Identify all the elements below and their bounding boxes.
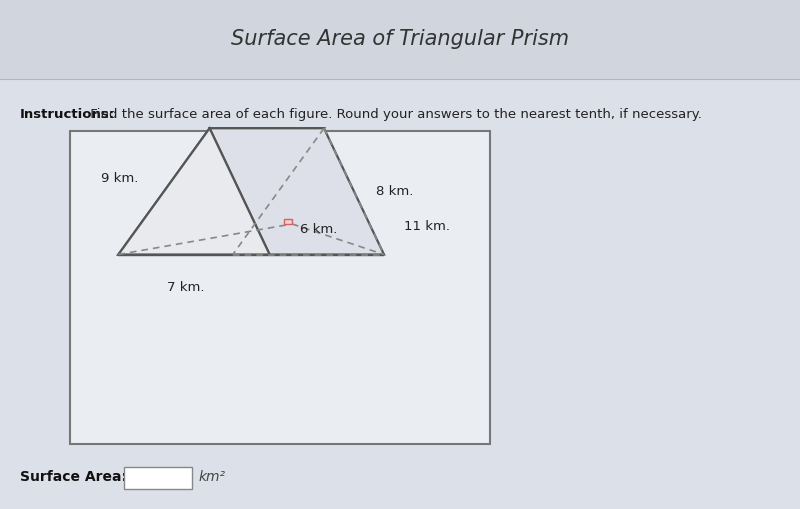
Polygon shape (118, 128, 270, 254)
Text: 7 km.: 7 km. (167, 281, 205, 294)
Bar (0, 0, 800, 79)
Bar (124, 467, 192, 489)
Polygon shape (210, 128, 384, 254)
Text: Instructions:: Instructions: (20, 108, 115, 121)
Text: 8 km.: 8 km. (377, 185, 414, 198)
Bar (70, 131, 490, 444)
Text: 11 km.: 11 km. (404, 220, 450, 233)
Text: Surface Area:: Surface Area: (20, 470, 127, 484)
Text: 9 km.: 9 km. (102, 172, 138, 185)
Text: km²: km² (198, 470, 226, 484)
Text: Surface Area of Triangular Prism: Surface Area of Triangular Prism (231, 30, 569, 49)
Text: 6 km.: 6 km. (300, 222, 338, 236)
Text: Find the surface area of each figure. Round your answers to the nearest tenth, i: Find the surface area of each figure. Ro… (86, 108, 702, 121)
Polygon shape (284, 219, 292, 224)
Polygon shape (118, 128, 324, 254)
